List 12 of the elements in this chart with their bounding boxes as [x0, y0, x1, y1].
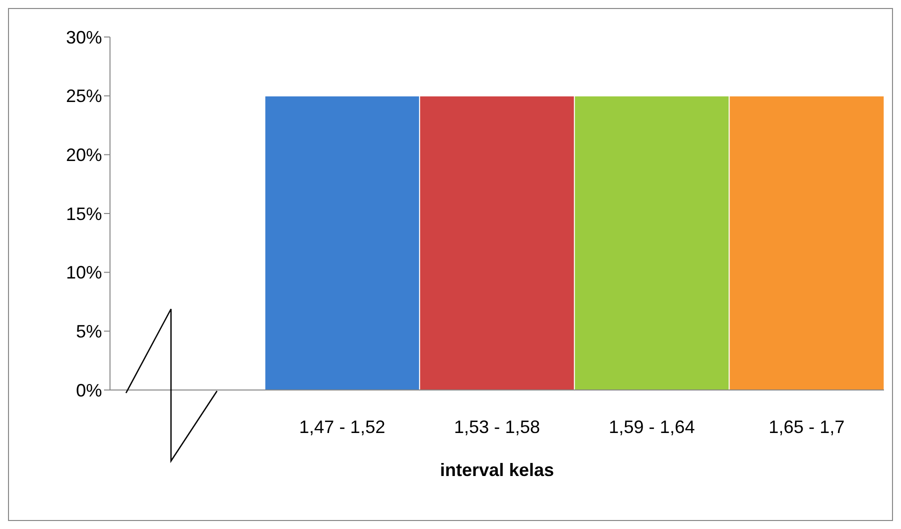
x-tick-label: 1,65 - 1,7: [768, 416, 845, 437]
x-tick-label: 1,53 - 1,58: [454, 416, 540, 437]
y-tick-label: 30%: [66, 27, 102, 48]
x-axis-title: interval kelas: [440, 460, 554, 480]
y-tick-label: 10%: [66, 262, 102, 283]
x-tick-label: 1,47 - 1,52: [299, 416, 386, 437]
y-tick-label: 15%: [66, 204, 102, 224]
y-tick-label: 25%: [66, 86, 102, 106]
x-tick-label: 1,59 - 1,64: [608, 416, 695, 437]
y-tick-label: 0%: [76, 380, 102, 400]
y-tick-label: 20%: [66, 145, 102, 166]
y-tick-label: 5%: [76, 322, 102, 342]
